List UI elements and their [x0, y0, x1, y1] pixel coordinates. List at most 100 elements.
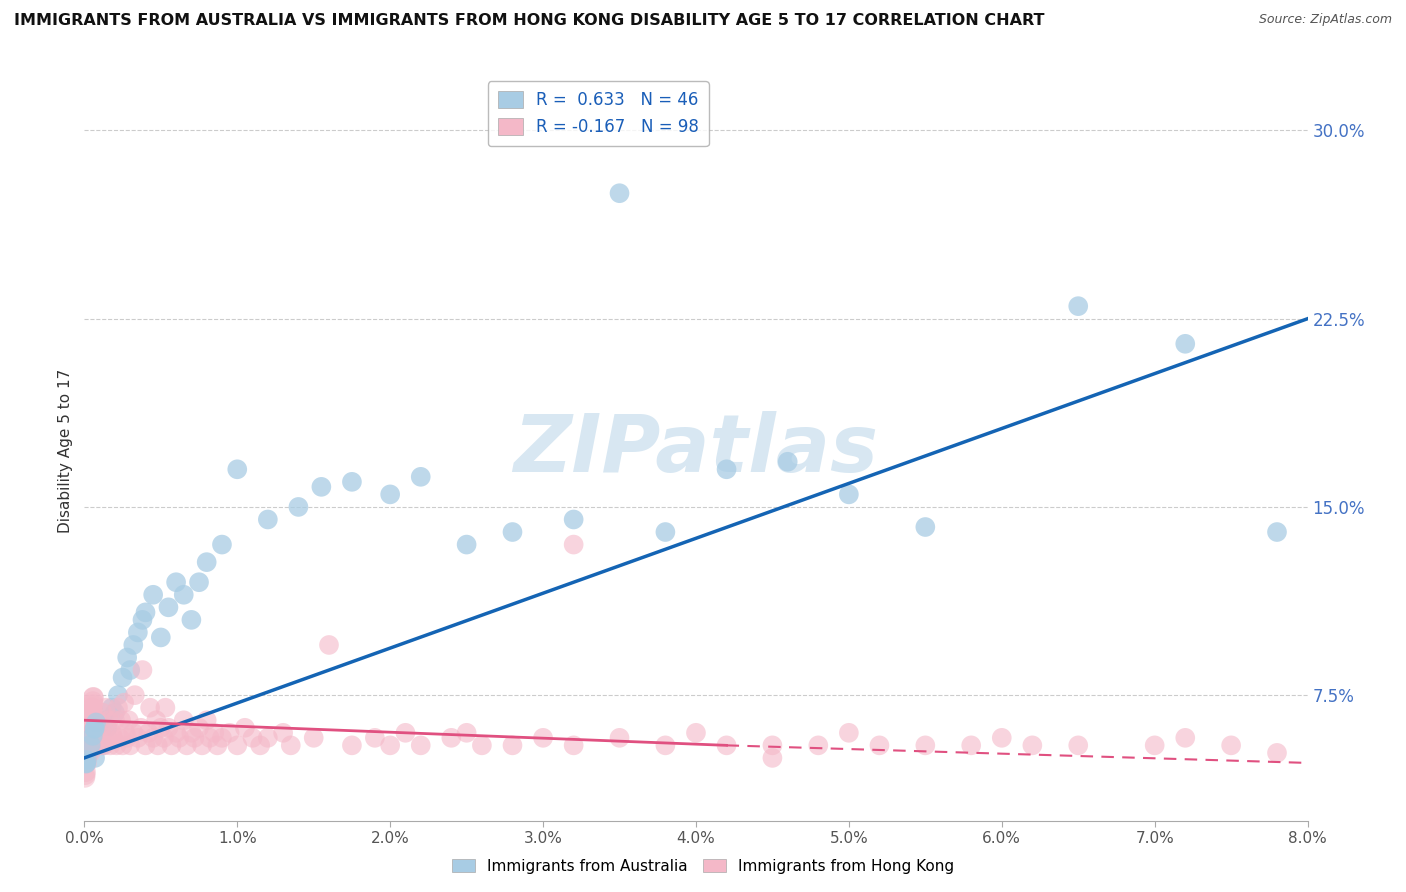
Point: [716, 462, 738, 476]
Point: [409, 470, 432, 484]
Point: [79, 721, 101, 735]
Point: [531, 731, 554, 745]
Point: [80, 709, 103, 723]
Point: [142, 588, 165, 602]
Point: [960, 739, 983, 753]
Point: [153, 731, 176, 745]
Point: [138, 726, 160, 740]
Point: [124, 688, 146, 702]
Point: [77, 738, 100, 752]
Point: [115, 731, 138, 745]
Point: [80, 704, 103, 718]
Point: [82, 700, 104, 714]
Point: [101, 726, 124, 740]
Point: [502, 739, 524, 753]
Point: [80, 709, 103, 723]
Point: [111, 739, 134, 753]
Point: [79, 746, 101, 760]
Point: [249, 739, 271, 753]
Text: Source: ZipAtlas.com: Source: ZipAtlas.com: [1258, 13, 1392, 27]
Point: [77, 746, 100, 760]
Point: [142, 731, 165, 745]
Point: [207, 739, 229, 753]
Point: [155, 700, 177, 714]
Point: [914, 739, 936, 753]
Point: [93, 739, 115, 753]
Point: [211, 538, 233, 552]
Point: [76, 745, 98, 759]
Point: [195, 555, 218, 569]
Point: [1021, 739, 1043, 753]
Point: [80, 714, 103, 729]
Point: [380, 739, 402, 753]
Point: [146, 739, 169, 753]
Point: [1265, 524, 1288, 539]
Point: [127, 731, 149, 745]
Point: [80, 706, 103, 721]
Point: [176, 739, 198, 753]
Point: [89, 739, 111, 753]
Legend: R =  0.633   N = 46, R = -0.167   N = 98: R = 0.633 N = 46, R = -0.167 N = 98: [488, 81, 709, 146]
Point: [838, 726, 860, 740]
Point: [120, 663, 142, 677]
Point: [75, 764, 97, 779]
Point: [79, 719, 101, 733]
Point: [86, 713, 108, 727]
Point: [167, 731, 190, 745]
Text: ZIPatlas: ZIPatlas: [513, 411, 879, 490]
Point: [1174, 336, 1197, 351]
Point: [1174, 731, 1197, 745]
Point: [89, 726, 111, 740]
Point: [173, 588, 195, 602]
Point: [562, 538, 585, 552]
Point: [79, 738, 101, 752]
Point: [188, 721, 211, 735]
Point: [562, 512, 585, 526]
Point: [80, 726, 103, 740]
Point: [183, 731, 205, 745]
Point: [82, 729, 104, 743]
Point: [165, 726, 187, 740]
Point: [149, 721, 172, 735]
Point: [195, 713, 218, 727]
Point: [562, 739, 585, 753]
Point: [84, 751, 107, 765]
Point: [131, 613, 153, 627]
Point: [1265, 746, 1288, 760]
Point: [1143, 739, 1166, 753]
Point: [271, 726, 294, 740]
Point: [82, 695, 104, 709]
Point: [87, 731, 110, 745]
Point: [115, 650, 138, 665]
Point: [90, 726, 112, 740]
Point: [471, 739, 494, 753]
Point: [609, 186, 631, 201]
Point: [1220, 739, 1243, 753]
Point: [107, 688, 129, 702]
Point: [131, 663, 153, 677]
Point: [104, 706, 127, 720]
Point: [93, 713, 115, 727]
Point: [108, 731, 131, 745]
Point: [202, 726, 225, 740]
Point: [318, 638, 340, 652]
Point: [502, 524, 524, 539]
Point: [105, 739, 128, 753]
Point: [776, 455, 799, 469]
Point: [110, 713, 132, 727]
Point: [380, 487, 402, 501]
Point: [120, 739, 142, 753]
Point: [218, 726, 240, 740]
Point: [991, 731, 1014, 745]
Point: [165, 575, 187, 590]
Point: [75, 756, 97, 770]
Point: [180, 613, 202, 627]
Point: [91, 739, 114, 753]
Text: IMMIGRANTS FROM AUSTRALIA VS IMMIGRANTS FROM HONG KONG DISABILITY AGE 5 TO 17 CO: IMMIGRANTS FROM AUSTRALIA VS IMMIGRANTS …: [14, 13, 1045, 29]
Point: [86, 731, 108, 745]
Point: [77, 731, 100, 745]
Point: [280, 739, 302, 753]
Point: [84, 715, 107, 730]
Point: [98, 739, 121, 753]
Point: [394, 726, 416, 740]
